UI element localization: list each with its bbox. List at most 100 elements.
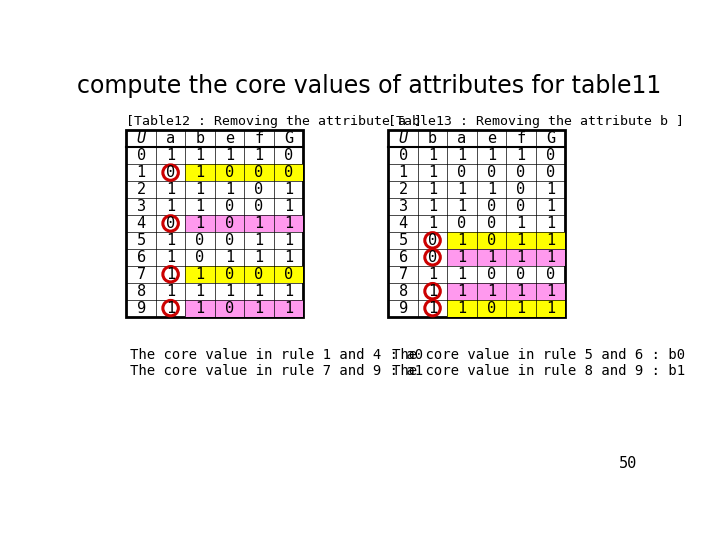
Text: 1: 1 bbox=[137, 165, 145, 180]
Text: 1: 1 bbox=[516, 233, 526, 248]
Text: 1: 1 bbox=[166, 284, 175, 299]
Text: 0: 0 bbox=[516, 267, 526, 282]
Text: 1: 1 bbox=[254, 284, 264, 299]
Text: 1: 1 bbox=[546, 284, 555, 299]
Text: 1: 1 bbox=[196, 148, 204, 163]
Bar bbox=[185, 215, 303, 232]
Text: The core value in rule 8 and 9 : b1: The core value in rule 8 and 9 : b1 bbox=[392, 363, 685, 377]
Text: 0: 0 bbox=[428, 233, 437, 248]
Text: 1: 1 bbox=[457, 199, 467, 214]
Text: G: G bbox=[284, 131, 293, 146]
Text: The core value in rule 1 and 4 : a0: The core value in rule 1 and 4 : a0 bbox=[130, 348, 423, 362]
Text: 1: 1 bbox=[284, 199, 293, 214]
Text: 1: 1 bbox=[457, 284, 467, 299]
Bar bbox=[127, 130, 303, 316]
Text: e: e bbox=[225, 131, 234, 146]
Text: 1: 1 bbox=[166, 267, 175, 282]
Text: 1: 1 bbox=[487, 182, 496, 197]
Text: 1: 1 bbox=[166, 182, 175, 197]
Text: f: f bbox=[254, 131, 264, 146]
Text: 0: 0 bbox=[225, 301, 234, 315]
Text: 0: 0 bbox=[487, 233, 496, 248]
Text: a: a bbox=[457, 131, 467, 146]
Text: 1: 1 bbox=[254, 148, 264, 163]
Text: 0: 0 bbox=[546, 165, 555, 180]
Text: 1: 1 bbox=[487, 250, 496, 265]
Text: 1: 1 bbox=[457, 148, 467, 163]
Text: 0: 0 bbox=[546, 267, 555, 282]
Text: 9: 9 bbox=[399, 301, 408, 315]
Bar bbox=[447, 249, 565, 266]
Bar bbox=[388, 130, 565, 316]
Text: 0: 0 bbox=[225, 216, 234, 231]
Text: 1: 1 bbox=[516, 148, 526, 163]
Text: 1: 1 bbox=[457, 250, 467, 265]
Text: compute the core values of attributes for table11: compute the core values of attributes fo… bbox=[77, 74, 661, 98]
Text: 1: 1 bbox=[254, 250, 264, 265]
Text: 0: 0 bbox=[284, 267, 293, 282]
Text: 1: 1 bbox=[254, 233, 264, 248]
Text: 0: 0 bbox=[487, 165, 496, 180]
Bar bbox=[447, 232, 565, 249]
Bar bbox=[447, 283, 565, 300]
Text: 3: 3 bbox=[137, 199, 145, 214]
Text: 0: 0 bbox=[487, 216, 496, 231]
Circle shape bbox=[425, 233, 441, 248]
Text: 1: 1 bbox=[516, 284, 526, 299]
Text: a: a bbox=[166, 131, 175, 146]
Text: 0: 0 bbox=[254, 199, 264, 214]
Circle shape bbox=[163, 215, 179, 231]
Text: 0: 0 bbox=[225, 233, 234, 248]
Text: 1: 1 bbox=[399, 165, 408, 180]
Text: 1: 1 bbox=[166, 148, 175, 163]
Text: f: f bbox=[516, 131, 526, 146]
Text: 8: 8 bbox=[137, 284, 145, 299]
Text: 1: 1 bbox=[284, 301, 293, 315]
Text: 1: 1 bbox=[487, 148, 496, 163]
Text: 7: 7 bbox=[399, 267, 408, 282]
Text: 0: 0 bbox=[284, 165, 293, 180]
Text: 0: 0 bbox=[457, 216, 467, 231]
Bar bbox=[185, 266, 303, 283]
Text: 6: 6 bbox=[399, 250, 408, 265]
Circle shape bbox=[425, 249, 441, 265]
Text: 2: 2 bbox=[399, 182, 408, 197]
Text: b: b bbox=[196, 131, 204, 146]
Circle shape bbox=[425, 300, 441, 316]
Text: 0: 0 bbox=[284, 148, 293, 163]
Text: U: U bbox=[137, 131, 145, 146]
Text: The core value in rule 5 and 6 : b0: The core value in rule 5 and 6 : b0 bbox=[392, 348, 685, 362]
Text: 0: 0 bbox=[487, 267, 496, 282]
Text: 0: 0 bbox=[254, 267, 264, 282]
Text: 0: 0 bbox=[399, 148, 408, 163]
Circle shape bbox=[163, 165, 179, 180]
Text: 1: 1 bbox=[457, 233, 467, 248]
Text: 0: 0 bbox=[166, 165, 175, 180]
Text: 0: 0 bbox=[166, 216, 175, 231]
Text: 1: 1 bbox=[196, 301, 204, 315]
Text: 0: 0 bbox=[254, 182, 264, 197]
Text: U: U bbox=[399, 131, 408, 146]
Text: 0: 0 bbox=[196, 233, 204, 248]
Text: 1: 1 bbox=[225, 182, 234, 197]
Text: 0: 0 bbox=[254, 165, 264, 180]
Text: 8: 8 bbox=[399, 284, 408, 299]
Text: 1: 1 bbox=[546, 216, 555, 231]
Text: 1: 1 bbox=[284, 250, 293, 265]
Text: 1: 1 bbox=[166, 301, 175, 315]
Text: 1: 1 bbox=[225, 250, 234, 265]
Text: 1: 1 bbox=[428, 148, 437, 163]
Text: 0: 0 bbox=[137, 148, 145, 163]
Text: 1: 1 bbox=[457, 301, 467, 315]
Text: 0: 0 bbox=[225, 165, 234, 180]
Bar bbox=[185, 300, 303, 316]
Text: 5: 5 bbox=[399, 233, 408, 248]
Text: 1: 1 bbox=[225, 284, 234, 299]
Text: 1: 1 bbox=[284, 284, 293, 299]
Bar bbox=[447, 300, 565, 316]
Text: 1: 1 bbox=[428, 284, 437, 299]
Text: 1: 1 bbox=[166, 250, 175, 265]
Text: 1: 1 bbox=[428, 284, 437, 299]
Text: The core value in rule 7 and 9 : a1: The core value in rule 7 and 9 : a1 bbox=[130, 363, 423, 377]
Text: 1: 1 bbox=[428, 267, 437, 282]
